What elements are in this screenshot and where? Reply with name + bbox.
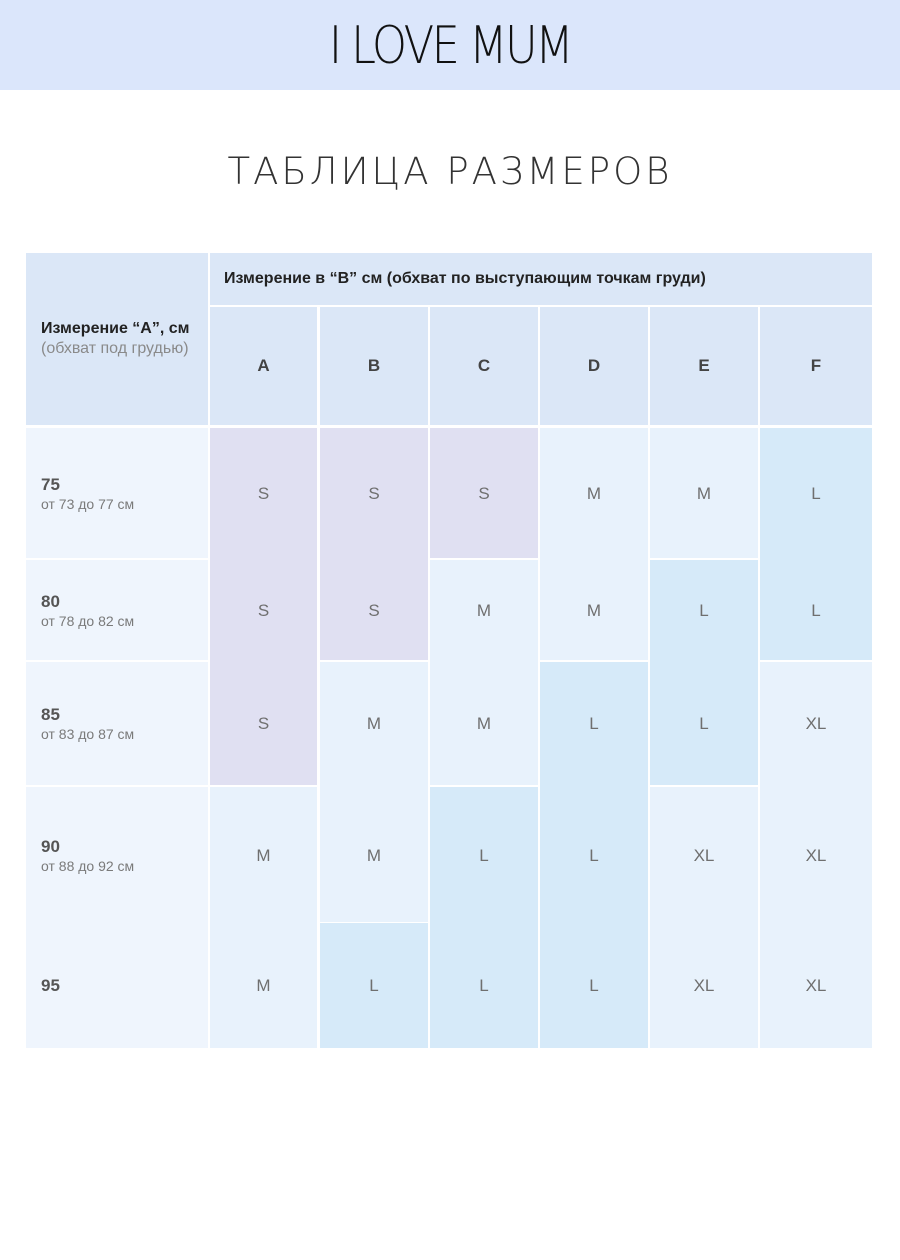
band-range: от 88 до 92 см: [41, 858, 135, 874]
size-cell: L: [369, 976, 379, 995]
size-cell: L: [811, 484, 821, 503]
size-cell: S: [478, 484, 490, 503]
size-cell-background: [650, 560, 758, 785]
size-cell-background: [320, 428, 428, 660]
band-row-header: 80 от 78 до 82 см: [26, 581, 208, 641]
band-row-header: 90 от 88 до 92 см: [26, 826, 208, 886]
size-cell: S: [257, 601, 270, 620]
band-size: 80: [41, 592, 60, 611]
size-cell-background: [760, 428, 872, 660]
row-header-background: [26, 428, 208, 558]
size-cell: M: [586, 601, 602, 620]
size-cell: S: [368, 484, 380, 503]
band-measurement-header: Измерение “A”, см (обхват под грудью): [26, 253, 208, 425]
size-cell: XL: [693, 846, 715, 865]
row-header-background: [26, 560, 208, 660]
size-cell: L: [811, 601, 821, 620]
size-cell: XL: [805, 846, 827, 865]
band-measurement-title: Измерение “A”, см: [41, 320, 190, 337]
band-range: от 78 до 82 см: [41, 613, 135, 629]
band-measurement-subtitle: (обхват под грудью): [41, 340, 189, 357]
size-cell-background: [540, 662, 648, 1048]
size-cell: M: [476, 601, 492, 620]
size-cell-background: [430, 787, 538, 1048]
size-cell-background: [540, 428, 648, 660]
size-cell: L: [699, 714, 709, 733]
size-cell: M: [586, 484, 602, 503]
size-cell: XL: [693, 976, 715, 995]
band-row-header: 75 от 73 до 77 см: [26, 464, 208, 524]
cup-column-header: C: [430, 307, 538, 425]
top-banner: I LOVE MUM: [0, 0, 900, 90]
size-cell-background: [650, 428, 758, 558]
band-size: 90: [41, 837, 60, 856]
band-row-header: 85 от 83 до 87 см: [26, 694, 208, 754]
size-cell: XL: [805, 714, 827, 733]
size-cell: XL: [805, 976, 827, 995]
cup-column-header: B: [320, 307, 428, 425]
row-header-background: [26, 662, 208, 785]
size-cell: M: [696, 484, 712, 503]
band-range: от 73 до 77 см: [41, 496, 135, 512]
size-cell: L: [479, 976, 489, 995]
size-cell: S: [257, 714, 270, 733]
size-cell: M: [476, 714, 492, 733]
size-cell: M: [256, 976, 271, 995]
size-cell-background: [320, 923, 428, 1048]
size-cell: L: [589, 714, 599, 733]
cup-column-header: E: [650, 307, 758, 425]
size-cell-background: [650, 787, 758, 1048]
band-row-header: 95: [26, 956, 208, 1016]
cup-column-header: D: [540, 307, 648, 425]
size-cell-background: [760, 662, 872, 1048]
band-size: 75: [41, 475, 60, 494]
page-title: ТАБЛИЦА РАЗМЕРОВ: [227, 150, 673, 193]
size-cell-background: [210, 428, 317, 785]
brand-logo: I LOVE MUM: [328, 16, 574, 76]
size-cell: L: [479, 846, 489, 865]
bust-measurement-header: Измерение в “B” см (обхват по выступающи…: [210, 253, 872, 305]
cup-column-header: F: [760, 307, 872, 425]
cup-column-header: A: [210, 307, 317, 425]
band-range: от 83 до 87 см: [41, 726, 135, 742]
size-cell: L: [589, 976, 599, 995]
size-cell: M: [256, 846, 271, 865]
size-cell-background: [430, 428, 538, 558]
size-chart-table: Измерение “A”, см (обхват под грудью) Из…: [26, 253, 872, 1048]
size-cell: M: [366, 846, 382, 865]
size-cell: L: [589, 846, 599, 865]
band-size: 85: [41, 705, 60, 724]
size-cell-background: [210, 787, 317, 1048]
band-size: 95: [41, 976, 60, 995]
size-cell-background: [430, 560, 538, 785]
size-cell: M: [366, 714, 382, 733]
row-header-background: [26, 787, 208, 1048]
size-cell: L: [699, 601, 709, 620]
size-cell: S: [257, 484, 270, 503]
size-cell-background: [320, 662, 428, 922]
size-cell: S: [368, 601, 380, 620]
